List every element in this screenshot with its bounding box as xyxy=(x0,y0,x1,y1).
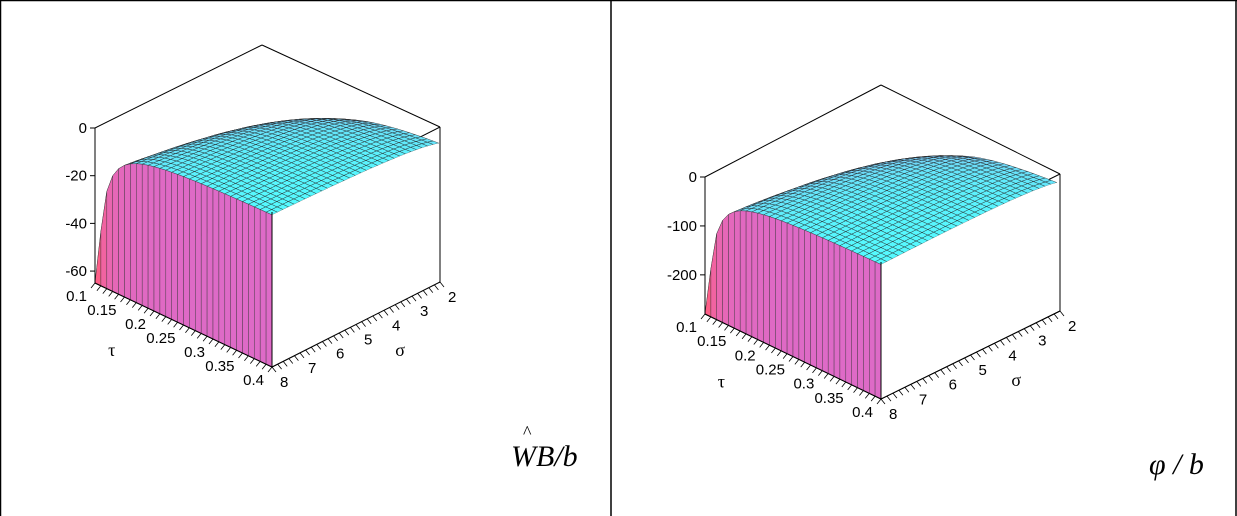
tau-tick-label: 0.25 xyxy=(146,330,175,347)
tau-tick-label: 0.3 xyxy=(184,344,205,361)
z-tick-label: -40 xyxy=(65,215,87,232)
z-tick-label: -20 xyxy=(65,168,87,185)
sigma-tick-label: 6 xyxy=(336,346,344,363)
sigma-tick-label: 4 xyxy=(392,317,400,334)
hat-accent-icon: ^ xyxy=(523,422,532,442)
sigma-axis-ticks: 8 7 6 5 4 3 2 σ xyxy=(880,310,1076,423)
sigma-tick-label: 8 xyxy=(280,374,288,391)
tau-tick-label: 0.2 xyxy=(125,316,146,333)
plot-cell-right: 0 -100 -200 0.1 0.15 0.2 0.25 0.3 0.35 0.4 τ 8 7 6 5 4 3… xyxy=(611,0,1237,516)
sigma-tick-label: 2 xyxy=(1068,318,1076,335)
tau-axis-label: τ xyxy=(718,372,725,392)
caption-wb: ^ WB/b xyxy=(511,422,578,473)
sigma-tick-label: 3 xyxy=(1038,333,1046,350)
z-tick-label: -60 xyxy=(65,263,87,280)
sigma-tick-label: 4 xyxy=(1008,347,1016,364)
sigma-axis-label: σ xyxy=(1011,370,1021,390)
z-tick-label: 0 xyxy=(79,120,87,137)
sigma-axis-label: σ xyxy=(395,340,405,360)
tau-tick-label: 0.3 xyxy=(793,376,814,393)
surface-walls xyxy=(94,127,441,368)
tau-tick-label: 0.35 xyxy=(814,390,843,407)
plot-cell-left: 0 -20 -40 -60 0.1 0.15 0.2 0.25 0.3 0.35 0.4 τ 8 7 6 5 4… xyxy=(0,0,611,516)
z-axis-ticks: 0 -100 -200 xyxy=(667,169,705,284)
tau-tick-label: 0.4 xyxy=(243,372,264,389)
surface-walls xyxy=(704,174,1061,400)
sigma-tick-label: 8 xyxy=(889,406,897,423)
sigma-tick-label: 7 xyxy=(919,391,927,408)
tau-tick-label: 0.25 xyxy=(756,362,785,379)
tau-axis-label: τ xyxy=(108,340,115,360)
tau-tick-label: 0.15 xyxy=(87,302,116,319)
tau-tick-label: 0.1 xyxy=(66,288,87,305)
caption-phi: φ / b xyxy=(1149,448,1204,481)
tau-tick-label: 0.15 xyxy=(697,333,726,350)
surface-plot-phi: 0 -100 -200 0.10.15 0.20.25 0.30.35 0.4 τ 8 7 6 5 4 3… xyxy=(667,84,1076,423)
tau-tick-label: 0.2 xyxy=(735,347,756,364)
surface-plot-wb: 0 -20 -40 -60 0.10.15 0.20.25 0.30.35 0.4 τ 8 7 6 5 4… xyxy=(65,44,456,391)
sigma-tick-label: 5 xyxy=(979,362,987,379)
z-tick-label: 0 xyxy=(689,169,697,186)
z-tick-label: -100 xyxy=(667,218,697,235)
tau-tick-label: 0.1 xyxy=(676,319,697,336)
tau-axis-ticks: 0.10.15 0.20.25 0.30.35 0.4 τ xyxy=(66,282,273,389)
sigma-tick-label: 2 xyxy=(448,289,456,306)
z-axis-ticks: 0 -20 -40 -60 xyxy=(65,120,95,280)
sigma-tick-label: 5 xyxy=(364,332,372,349)
sigma-tick-label: 3 xyxy=(420,303,428,320)
sigma-tick-label: 6 xyxy=(949,377,957,394)
tau-tick-label: 0.4 xyxy=(852,404,873,421)
tau-axis-ticks: 0.10.15 0.20.25 0.30.35 0.4 τ xyxy=(676,313,882,421)
sigma-axis-ticks: 8 7 6 5 4 3 2 σ xyxy=(271,281,456,391)
z-tick-label: -200 xyxy=(667,267,697,284)
tau-tick-label: 0.35 xyxy=(205,358,234,375)
sigma-tick-label: 7 xyxy=(308,360,316,377)
